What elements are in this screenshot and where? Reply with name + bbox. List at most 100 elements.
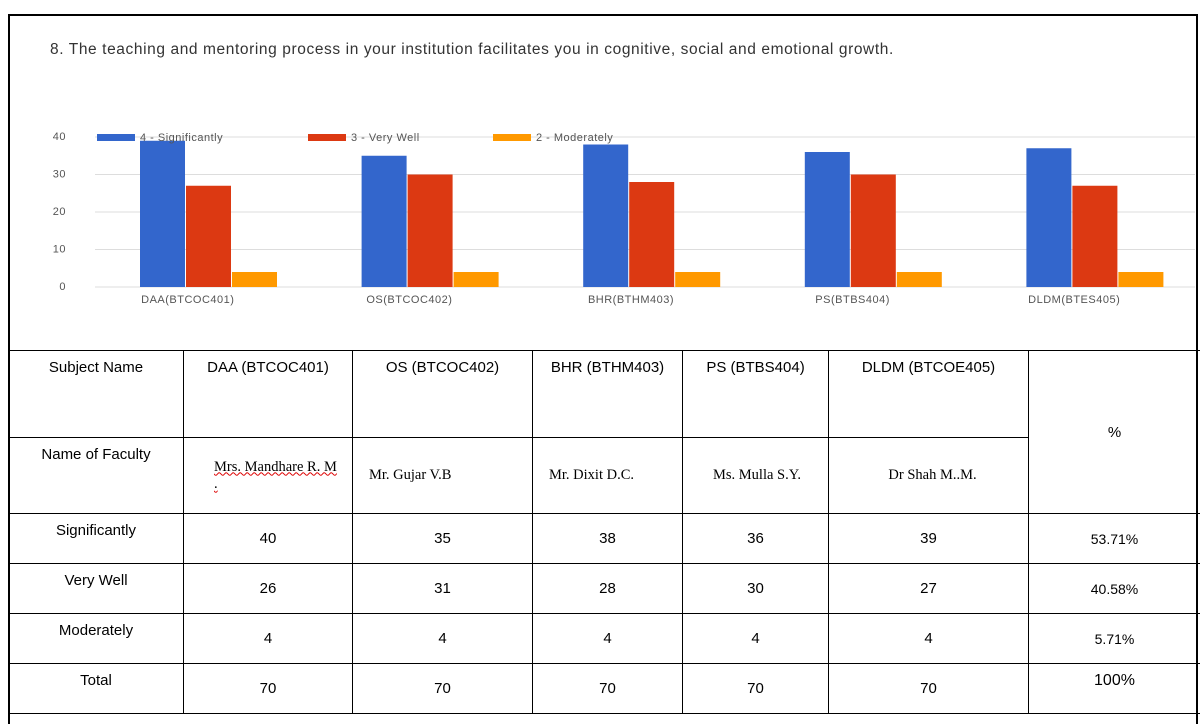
header-cell: % bbox=[1029, 351, 1200, 514]
cell-text: 39 bbox=[920, 530, 937, 547]
bar bbox=[675, 272, 720, 287]
cell-text: 26 bbox=[260, 580, 277, 597]
row-label: Name of Faculty bbox=[9, 438, 184, 514]
bar bbox=[897, 272, 942, 287]
header-cell: DAA (BTCOC401) bbox=[184, 351, 353, 438]
bar bbox=[629, 182, 674, 287]
header-cell: OS (BTCOC402) bbox=[353, 351, 533, 438]
cell-text: 70 bbox=[434, 680, 451, 697]
table-row: Significantly 40 35 38 36 39 53.71% bbox=[9, 514, 1200, 564]
bar bbox=[1026, 148, 1071, 287]
cell-text: 70 bbox=[747, 680, 764, 697]
cell-text: 40 bbox=[260, 530, 277, 547]
cell-text: Mr. Gujar V.B bbox=[369, 467, 451, 483]
cell-text: 4 bbox=[438, 630, 446, 647]
cell-text: Dr Shah M..M. bbox=[888, 467, 976, 483]
value-cell: 36 bbox=[683, 514, 829, 564]
table: Subject Name DAA (BTCOC401) OS (BTCOC402) B… bbox=[8, 350, 1200, 714]
cell-text: Name of Faculty bbox=[41, 446, 150, 463]
x-tick-label: PS(BTBS404) bbox=[815, 294, 890, 306]
bar bbox=[583, 145, 628, 288]
legend-swatch bbox=[493, 134, 531, 141]
header-cell: BHR (BTHM403) bbox=[533, 351, 683, 438]
cell-text: 27 bbox=[920, 580, 937, 597]
value-cell: 4 bbox=[683, 614, 829, 664]
value-cell: 4 bbox=[184, 614, 353, 664]
legend-swatch bbox=[97, 134, 135, 141]
value-cell: 35 bbox=[353, 514, 533, 564]
table-row: Moderately 4 4 4 4 4 5.71% bbox=[9, 614, 1200, 664]
value-cell: 70 bbox=[353, 664, 533, 714]
cell-text: 28 bbox=[599, 580, 616, 597]
legend-swatch bbox=[308, 134, 346, 141]
cell-text: Mr. Dixit D.C. bbox=[549, 467, 634, 483]
legend-label: 4 - Significantly bbox=[140, 132, 223, 144]
cell-text: Significantly bbox=[56, 522, 136, 539]
table-row: Subject Name DAA (BTCOC401) OS (BTCOC402) B… bbox=[9, 351, 1200, 438]
row-label: Significantly bbox=[9, 514, 184, 564]
value-cell: 30 bbox=[683, 564, 829, 614]
cell-text: PS (BTBS404) bbox=[706, 359, 804, 376]
cell-text: 70 bbox=[599, 680, 616, 697]
cell-text: Ms. Mulla S.Y. bbox=[713, 467, 801, 483]
row-label: Subject Name bbox=[9, 351, 184, 438]
cell-text: Mrs. Mandhare R. M . bbox=[214, 459, 337, 492]
faculty-cell: Mr. Dixit D.C. bbox=[533, 438, 683, 514]
faculty-cell: Mrs. Mandhare R. M . bbox=[184, 438, 353, 514]
faculty-cell: Dr Shah M..M. bbox=[829, 438, 1029, 514]
cell-text: 4 bbox=[603, 630, 611, 647]
percent-cell: 100% bbox=[1029, 664, 1200, 714]
bar bbox=[186, 186, 231, 287]
cell-text: Very Well bbox=[64, 572, 127, 589]
chart: 010203040DAA(BTCOC401)OS(BTCOC402)BHR(BT… bbox=[0, 0, 1200, 350]
cell-text: Total bbox=[80, 672, 112, 689]
cell-text: 30 bbox=[747, 580, 764, 597]
cell-text: Subject Name bbox=[49, 359, 143, 376]
x-tick-label: BHR(BTHM403) bbox=[588, 294, 674, 306]
value-cell: 4 bbox=[533, 614, 683, 664]
value-cell: 28 bbox=[533, 564, 683, 614]
cell-text: % bbox=[1108, 424, 1121, 441]
row-label: Moderately bbox=[9, 614, 184, 664]
bar bbox=[408, 175, 453, 288]
cell-text: OS (BTCOC402) bbox=[386, 359, 499, 376]
value-cell: 70 bbox=[533, 664, 683, 714]
cell-text: 53.71% bbox=[1091, 531, 1138, 547]
value-cell: 31 bbox=[353, 564, 533, 614]
cell-text: 4 bbox=[264, 630, 272, 647]
x-tick-label: OS(BTCOC402) bbox=[366, 294, 452, 306]
value-cell: 26 bbox=[184, 564, 353, 614]
percent-cell: 40.58% bbox=[1029, 564, 1200, 614]
cell-text: 100% bbox=[1094, 672, 1135, 689]
bar bbox=[1072, 186, 1117, 287]
value-cell: 4 bbox=[829, 614, 1029, 664]
cell-text: 35 bbox=[434, 530, 451, 547]
cell-text: 5.71% bbox=[1095, 631, 1135, 647]
bar bbox=[232, 272, 277, 287]
cell-text: 4 bbox=[751, 630, 759, 647]
cell-text: DLDM (BTCOE405) bbox=[862, 359, 995, 376]
y-tick-label: 40 bbox=[53, 131, 66, 143]
value-cell: 4 bbox=[353, 614, 533, 664]
value-cell: 40 bbox=[184, 514, 353, 564]
cell-text: 4 bbox=[924, 630, 932, 647]
x-tick-label: DAA(BTCOC401) bbox=[141, 294, 234, 306]
header-cell: DLDM (BTCOE405) bbox=[829, 351, 1029, 438]
faculty-cell: Mr. Gujar V.B bbox=[353, 438, 533, 514]
cell-text: 38 bbox=[599, 530, 616, 547]
y-tick-label: 10 bbox=[53, 243, 66, 255]
table-row: Very Well 26 31 28 30 27 40.58% bbox=[9, 564, 1200, 614]
row-label: Very Well bbox=[9, 564, 184, 614]
faculty-cell: Ms. Mulla S.Y. bbox=[683, 438, 829, 514]
cell-text: DAA (BTCOC401) bbox=[207, 359, 329, 376]
bar bbox=[140, 141, 185, 287]
cell-text: 31 bbox=[434, 580, 451, 597]
x-tick-label: DLDM(BTES405) bbox=[1028, 294, 1120, 306]
bar bbox=[1118, 272, 1163, 287]
bar bbox=[454, 272, 499, 287]
value-cell: 38 bbox=[533, 514, 683, 564]
cell-text: 70 bbox=[260, 680, 277, 697]
y-tick-label: 20 bbox=[53, 206, 66, 218]
